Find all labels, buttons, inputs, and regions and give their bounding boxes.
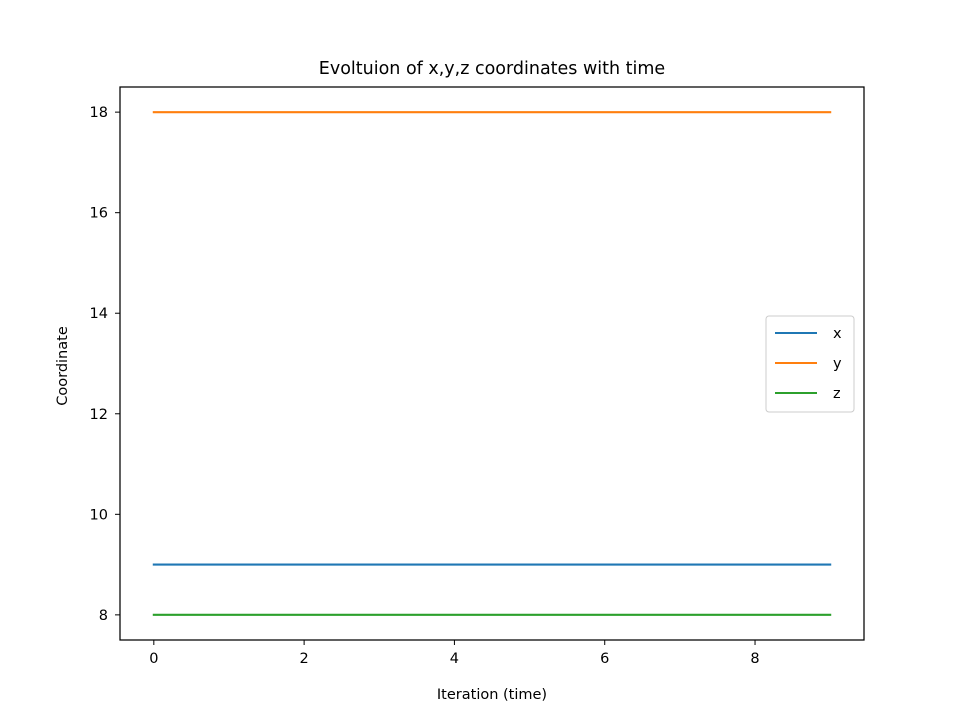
y-tick-label: 18 [90,105,108,121]
legend: xyz [765,315,855,413]
legend-label-y: y [833,356,842,372]
plot-frame [119,86,865,641]
plot-lines [152,111,832,616]
y-axis-ticks: 8 10 12 14 16 18 [90,105,120,624]
y-tick-label: 12 [90,407,108,423]
x-axis-label: Iteration (time) [437,687,547,703]
chart-title: Evoltuion of x,y,z coordinates with time [319,59,665,79]
y-tick-label: 16 [90,206,108,222]
x-tick-label: 6 [600,651,609,667]
x-tick-label: 8 [750,651,759,667]
y-tick-label: 10 [90,507,108,523]
x-tick-label: 4 [450,651,459,667]
x-tick-label: 2 [300,651,309,667]
x-tick-label: 0 [149,651,158,667]
legend-label-z: z [833,386,841,402]
y-axis-label: Coordinate [55,326,71,406]
y-tick-label: 8 [99,608,108,624]
y-tick-label: 14 [90,306,108,322]
legend-label-x: x [833,326,842,342]
x-axis-ticks: 0 2 4 6 8 [149,640,760,667]
